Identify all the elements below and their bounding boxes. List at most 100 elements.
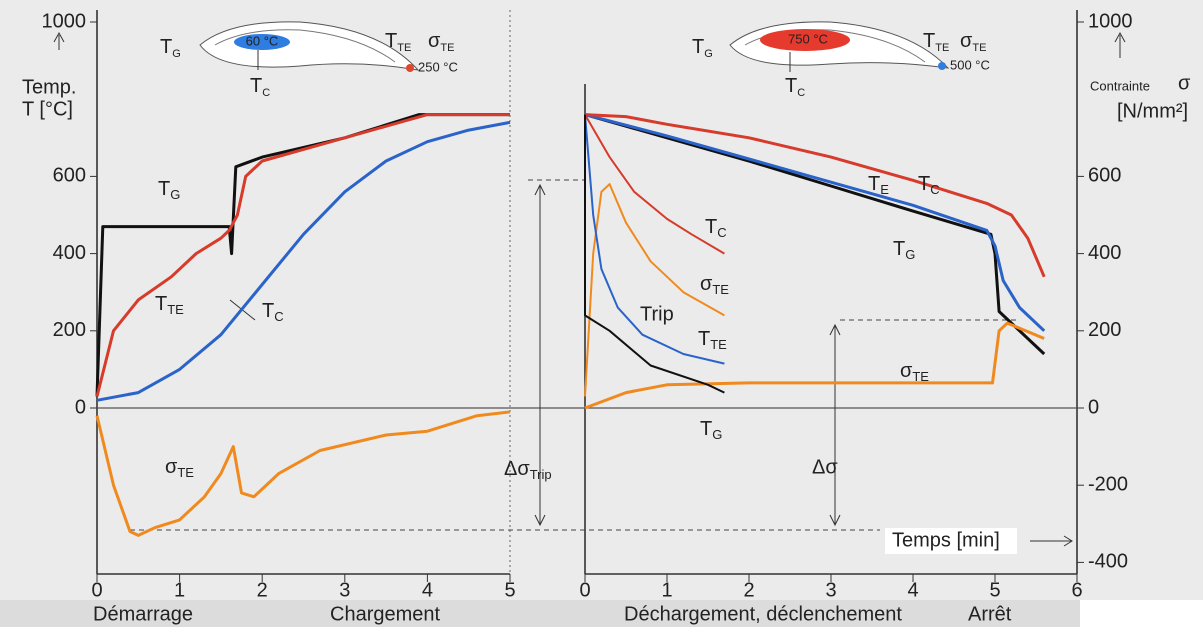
curve-label: σTE <box>700 273 729 297</box>
series-line <box>95 410 511 537</box>
y2-tick-label: 0 <box>1088 396 1099 418</box>
label-sub: C <box>274 309 283 324</box>
x-tick-label: 6 <box>1071 579 1082 601</box>
annotation: Trip <box>640 303 674 325</box>
y-tick-label: 600 <box>53 165 86 187</box>
x-tick-label: 0 <box>91 579 102 601</box>
label-sub: G <box>704 48 713 60</box>
series-line <box>584 113 1046 332</box>
blade-left-edge <box>406 64 414 72</box>
curve-label: TG <box>158 178 180 202</box>
blade-left-core <box>234 34 290 50</box>
y-label: T [°C] <box>22 98 73 120</box>
delta-trip-arrow <box>534 183 546 527</box>
series-line <box>584 183 725 397</box>
label-main: Δσ <box>504 458 530 480</box>
x-tick-label: 4 <box>422 579 433 601</box>
curve-label: TG <box>692 36 713 60</box>
label-main: σ <box>165 456 178 478</box>
label-main: T <box>923 30 935 52</box>
delta-arrow <box>829 323 841 527</box>
label-main: σ <box>900 360 913 382</box>
phase-band <box>0 600 1080 627</box>
curve-label: TC <box>262 300 284 324</box>
label-main: T <box>692 36 704 58</box>
label-sub: TE <box>912 369 929 384</box>
inset-edge: 500 °C <box>950 57 990 72</box>
y2-tick-label: 600 <box>1088 165 1121 187</box>
series-line <box>95 113 510 397</box>
label-sub: G <box>170 187 180 202</box>
label-sub: C <box>717 225 726 240</box>
curve-label: σTE <box>165 456 194 480</box>
x-tick-label: 1 <box>174 579 185 601</box>
phase-label: Arrêt <box>968 603 1012 625</box>
label-sub: E <box>880 182 889 197</box>
curve-label: ΔσTrip <box>504 458 552 482</box>
series-line <box>584 114 725 255</box>
series-line <box>584 113 1046 356</box>
curve-label: TTE <box>385 30 411 54</box>
label-main: T <box>893 238 905 260</box>
label-main: T <box>868 173 880 195</box>
label-main: σ <box>960 30 973 52</box>
y2-tick-label: -200 <box>1088 473 1128 495</box>
label-sub: TE <box>710 337 727 352</box>
blade-left-iso <box>214 29 396 63</box>
time-arrow <box>1030 535 1073 547</box>
x-tick-label: 4 <box>907 579 918 601</box>
series-line <box>584 114 725 365</box>
x-tick-label: 3 <box>825 579 836 601</box>
xlabel-box <box>885 528 1017 554</box>
label-sub: G <box>905 247 915 262</box>
series-line <box>584 113 1046 278</box>
series-line <box>584 114 725 394</box>
label-sub: G <box>172 48 181 60</box>
inset-edge: 250 °C <box>418 59 458 74</box>
label-main: σ <box>428 30 441 52</box>
phase-label: Déchargement, déclenchement <box>624 603 902 625</box>
y2-label: [N/mm²] <box>1117 100 1188 122</box>
label-sub: C <box>930 182 939 197</box>
curve-label: TTE <box>923 30 949 54</box>
y2-tick-label: 400 <box>1088 242 1121 264</box>
curve-label: TG <box>893 238 915 262</box>
x-tick-label: 1 <box>661 579 672 601</box>
y2-tick-label: -400 <box>1088 551 1128 573</box>
y-label: Temp. <box>22 76 76 98</box>
label-main: T <box>250 75 262 97</box>
label-sub: TE <box>972 42 986 54</box>
y-tick-label: 400 <box>53 242 86 264</box>
label-main: T <box>785 75 797 97</box>
label-main: T <box>705 216 717 238</box>
y-tick-label: 200 <box>53 319 86 341</box>
label-sub: TE <box>167 302 184 317</box>
label-main: T <box>158 178 170 200</box>
y2-tick-label: 1000 <box>1088 10 1133 32</box>
label-main: σ <box>700 273 713 295</box>
label-main: T <box>700 418 712 440</box>
y-tick-label: 0 <box>75 396 86 418</box>
x-tick-label: 2 <box>257 579 268 601</box>
curve-label: TTE <box>155 293 184 317</box>
y2-tick-label: 200 <box>1088 319 1121 341</box>
label-main: T <box>262 300 274 322</box>
x-tick-label: 3 <box>339 579 350 601</box>
x-tick-label: 5 <box>504 579 515 601</box>
curve-label: TC <box>250 75 270 99</box>
series-line <box>96 120 511 402</box>
label-sub: C <box>797 87 805 99</box>
curve-label: σTE <box>428 30 454 54</box>
x-label: Temps [min] <box>892 529 1000 551</box>
y2-label: σ <box>1178 72 1191 94</box>
inset-leaders <box>257 50 791 72</box>
annotation: Δσ <box>812 456 838 478</box>
y2-label: Contrainte <box>1090 78 1150 93</box>
axis-arrows <box>53 31 1126 58</box>
reference-lines <box>130 179 1020 531</box>
curve-label: TE <box>868 173 889 197</box>
curve-label: TC <box>705 216 727 240</box>
curve-label: TC <box>918 173 940 197</box>
label-sub: TE <box>177 465 194 480</box>
